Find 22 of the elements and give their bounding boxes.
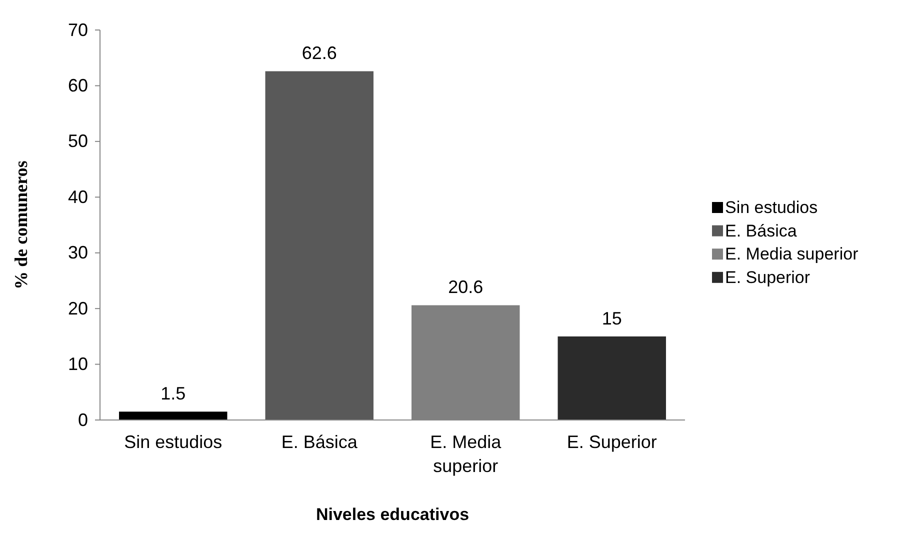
y-tick-label: 70 [68,20,88,40]
data-label: 1.5 [160,384,186,404]
legend-label: Sin estudios [725,198,818,217]
y-tick-label: 60 [68,75,88,96]
x-tick-label: Sin estudios [124,432,222,452]
data-label: 62.6 [302,43,337,64]
legend-label: E. Media superior [725,244,859,264]
x-tick-label: E. Media superior [430,432,502,476]
y-tick-label: 50 [68,131,88,152]
y-tick-label: 0 [78,410,88,430]
data-label: 15 [602,308,622,328]
y-tick-label: 30 [68,242,88,263]
y-tick-label: 10 [68,354,88,374]
y-tick-label: 40 [68,186,88,207]
x-axis-title: Niveles educativos [316,505,470,524]
x-tick-label: E. Superior [566,432,657,452]
legend-label: E. Superior [725,268,810,287]
y-tick-label: 20 [68,298,88,318]
data-label: 20.6 [448,277,484,298]
x-tick-label: E. Básica [281,432,358,452]
y-axis-title: % de comuneros [11,160,31,290]
legend-label: E. Básica [725,221,798,240]
